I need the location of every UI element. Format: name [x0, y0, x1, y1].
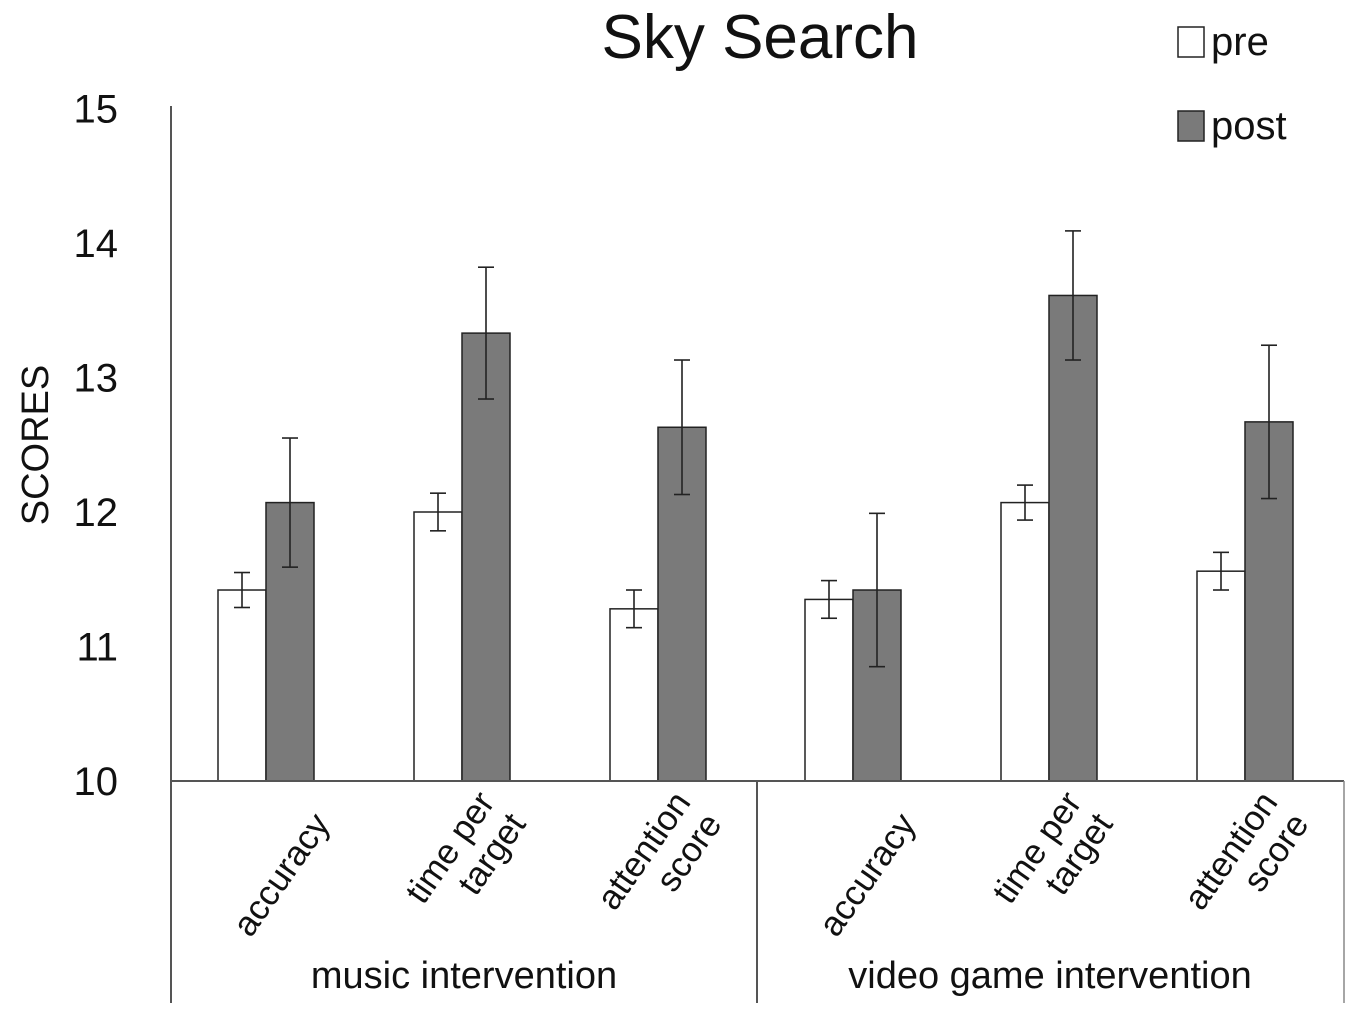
- x-group-label: music intervention: [311, 955, 617, 997]
- y-tick-label: 11: [76, 626, 118, 670]
- y-axis-label: SCORES: [15, 365, 57, 525]
- bar-pre: [217, 589, 267, 782]
- y-tick-label: 12: [74, 491, 119, 535]
- x-category-label: time pertarget: [398, 784, 534, 932]
- x-category-label: attentionscore: [1176, 784, 1316, 938]
- bar-post: [461, 332, 511, 782]
- chart-title: Sky Search: [601, 3, 918, 72]
- legend-label-pre: pre: [1211, 20, 1269, 64]
- bar-pre: [1196, 570, 1246, 782]
- legend-swatch-post: [1177, 110, 1205, 142]
- bar-pre: [413, 511, 463, 782]
- y-tick-label: 15: [74, 88, 119, 132]
- legend-label-post: post: [1211, 104, 1287, 148]
- x-category-label-line: accuracy: [225, 806, 338, 944]
- bar-pre: [1000, 501, 1050, 782]
- bar-pre: [609, 608, 659, 782]
- x-axis: accuracy time pertarget attentionscore accu…: [171, 780, 1345, 1003]
- legend: pre post: [1177, 20, 1287, 148]
- y-tick-label: 14: [74, 222, 119, 266]
- y-axis: 10 11 12 13 14 15: [74, 88, 172, 1003]
- bars: [217, 230, 1294, 782]
- legend-swatch-pre: [1177, 26, 1205, 58]
- x-group-label: video game intervention: [848, 955, 1251, 997]
- x-category-label: attentionscore: [589, 784, 729, 938]
- y-tick-label: 10: [74, 760, 119, 804]
- x-category-label: accuracy: [811, 806, 924, 944]
- bar-post: [1048, 294, 1098, 782]
- x-category-label: accuracy: [225, 806, 338, 944]
- x-category-label-line: accuracy: [811, 806, 924, 944]
- bar-pre: [804, 598, 854, 782]
- x-category-label: time pertarget: [985, 784, 1121, 932]
- y-tick-label: 13: [74, 357, 119, 401]
